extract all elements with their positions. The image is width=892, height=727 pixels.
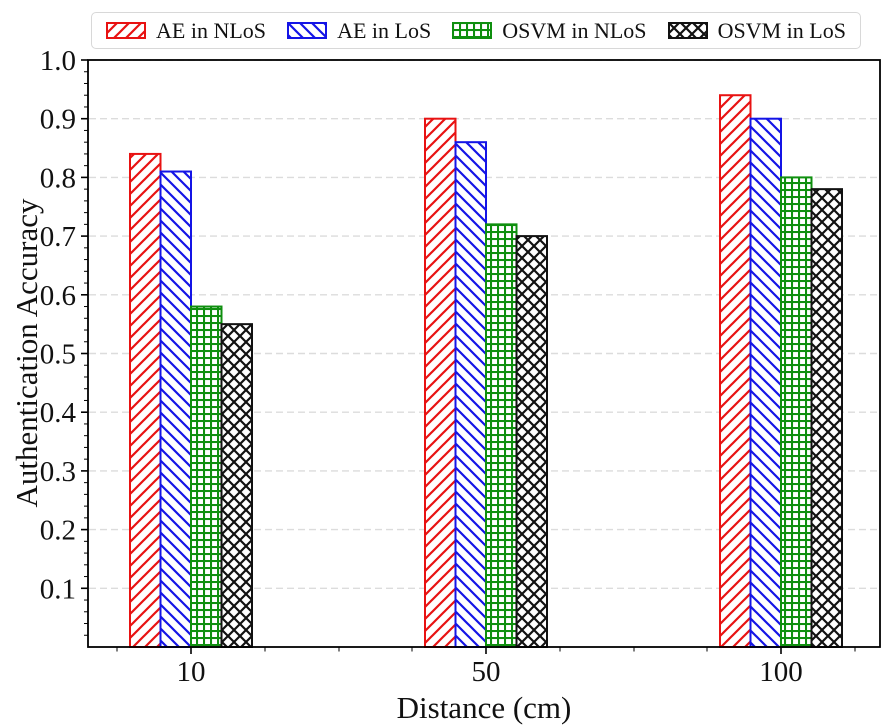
bar-ae-in-los-100 <box>749 117 782 648</box>
x-tick-label: 10 <box>177 656 206 688</box>
y-tick-label: 0.6 <box>40 280 76 312</box>
y-tick-label: 0.3 <box>40 456 76 488</box>
legend-swatch-rect <box>106 22 146 39</box>
blue-diagonal-hatch-swatch-icon <box>287 22 328 39</box>
y-tick-label: 0.2 <box>40 515 76 547</box>
y-tick-label: 0.1 <box>40 573 76 605</box>
chart-legend: AE in NLoS AE in LoS OSVM in NLoS OSVM i… <box>91 12 861 49</box>
y-tick-label: 0.4 <box>40 397 77 429</box>
legend-swatch-rect <box>667 22 708 39</box>
y-tick-label: 0.5 <box>40 339 76 371</box>
bar-ae-in-nlos-100 <box>719 94 752 649</box>
y-tick-label: 0.8 <box>40 162 76 194</box>
x-tick-label: 100 <box>759 656 803 688</box>
red-diagonal-hatch-swatch-icon <box>106 22 146 39</box>
green-grid-hatch-swatch-icon <box>452 22 493 39</box>
bar-osvm-in-nlos-50 <box>485 223 518 649</box>
bar-osvm-in-los-10 <box>220 323 253 648</box>
black-crosshatch-swatch-icon <box>667 22 708 39</box>
y-tick-label: 0.9 <box>40 104 76 136</box>
legend-swatch-rect <box>287 22 328 39</box>
x-tick-label: 50 <box>472 656 501 688</box>
legend-swatch-rect <box>452 22 493 39</box>
bar-osvm-in-los-100 <box>810 188 843 648</box>
bar-ae-in-los-50 <box>454 141 487 648</box>
legend-label-ae-in-los: AE in LoS <box>337 17 432 43</box>
y-tick-label: 1.0 <box>40 45 76 77</box>
bar-ae-in-nlos-10 <box>129 152 162 648</box>
legend-item-osvm-in-nlos: OSVM in NLoS <box>452 17 647 44</box>
legend-label-osvm-in-los: OSVM in LoS <box>717 17 846 43</box>
legend-item-ae-in-los: AE in LoS <box>287 18 431 44</box>
legend-label-ae-in-nlos: AE in NLoS <box>156 17 266 43</box>
legend-item-osvm-in-los: OSVM in LoS <box>667 17 846 44</box>
bar-ae-in-nlos-50 <box>424 117 457 648</box>
legend-item-ae-in-nlos: AE in NLoS <box>106 18 266 44</box>
bar-ae-in-los-10 <box>159 170 192 648</box>
bar-osvm-in-nlos-10 <box>190 305 223 648</box>
bar-osvm-in-los-50 <box>515 235 548 648</box>
y-tick-label: 0.7 <box>40 221 76 253</box>
y-axis-label: Authentication Accuracy <box>9 198 44 508</box>
legend-label-osvm-in-nlos: OSVM in NLoS <box>502 17 647 43</box>
x-axis-label: Distance (cm) <box>396 690 572 725</box>
bar-osvm-in-nlos-100 <box>780 176 813 648</box>
